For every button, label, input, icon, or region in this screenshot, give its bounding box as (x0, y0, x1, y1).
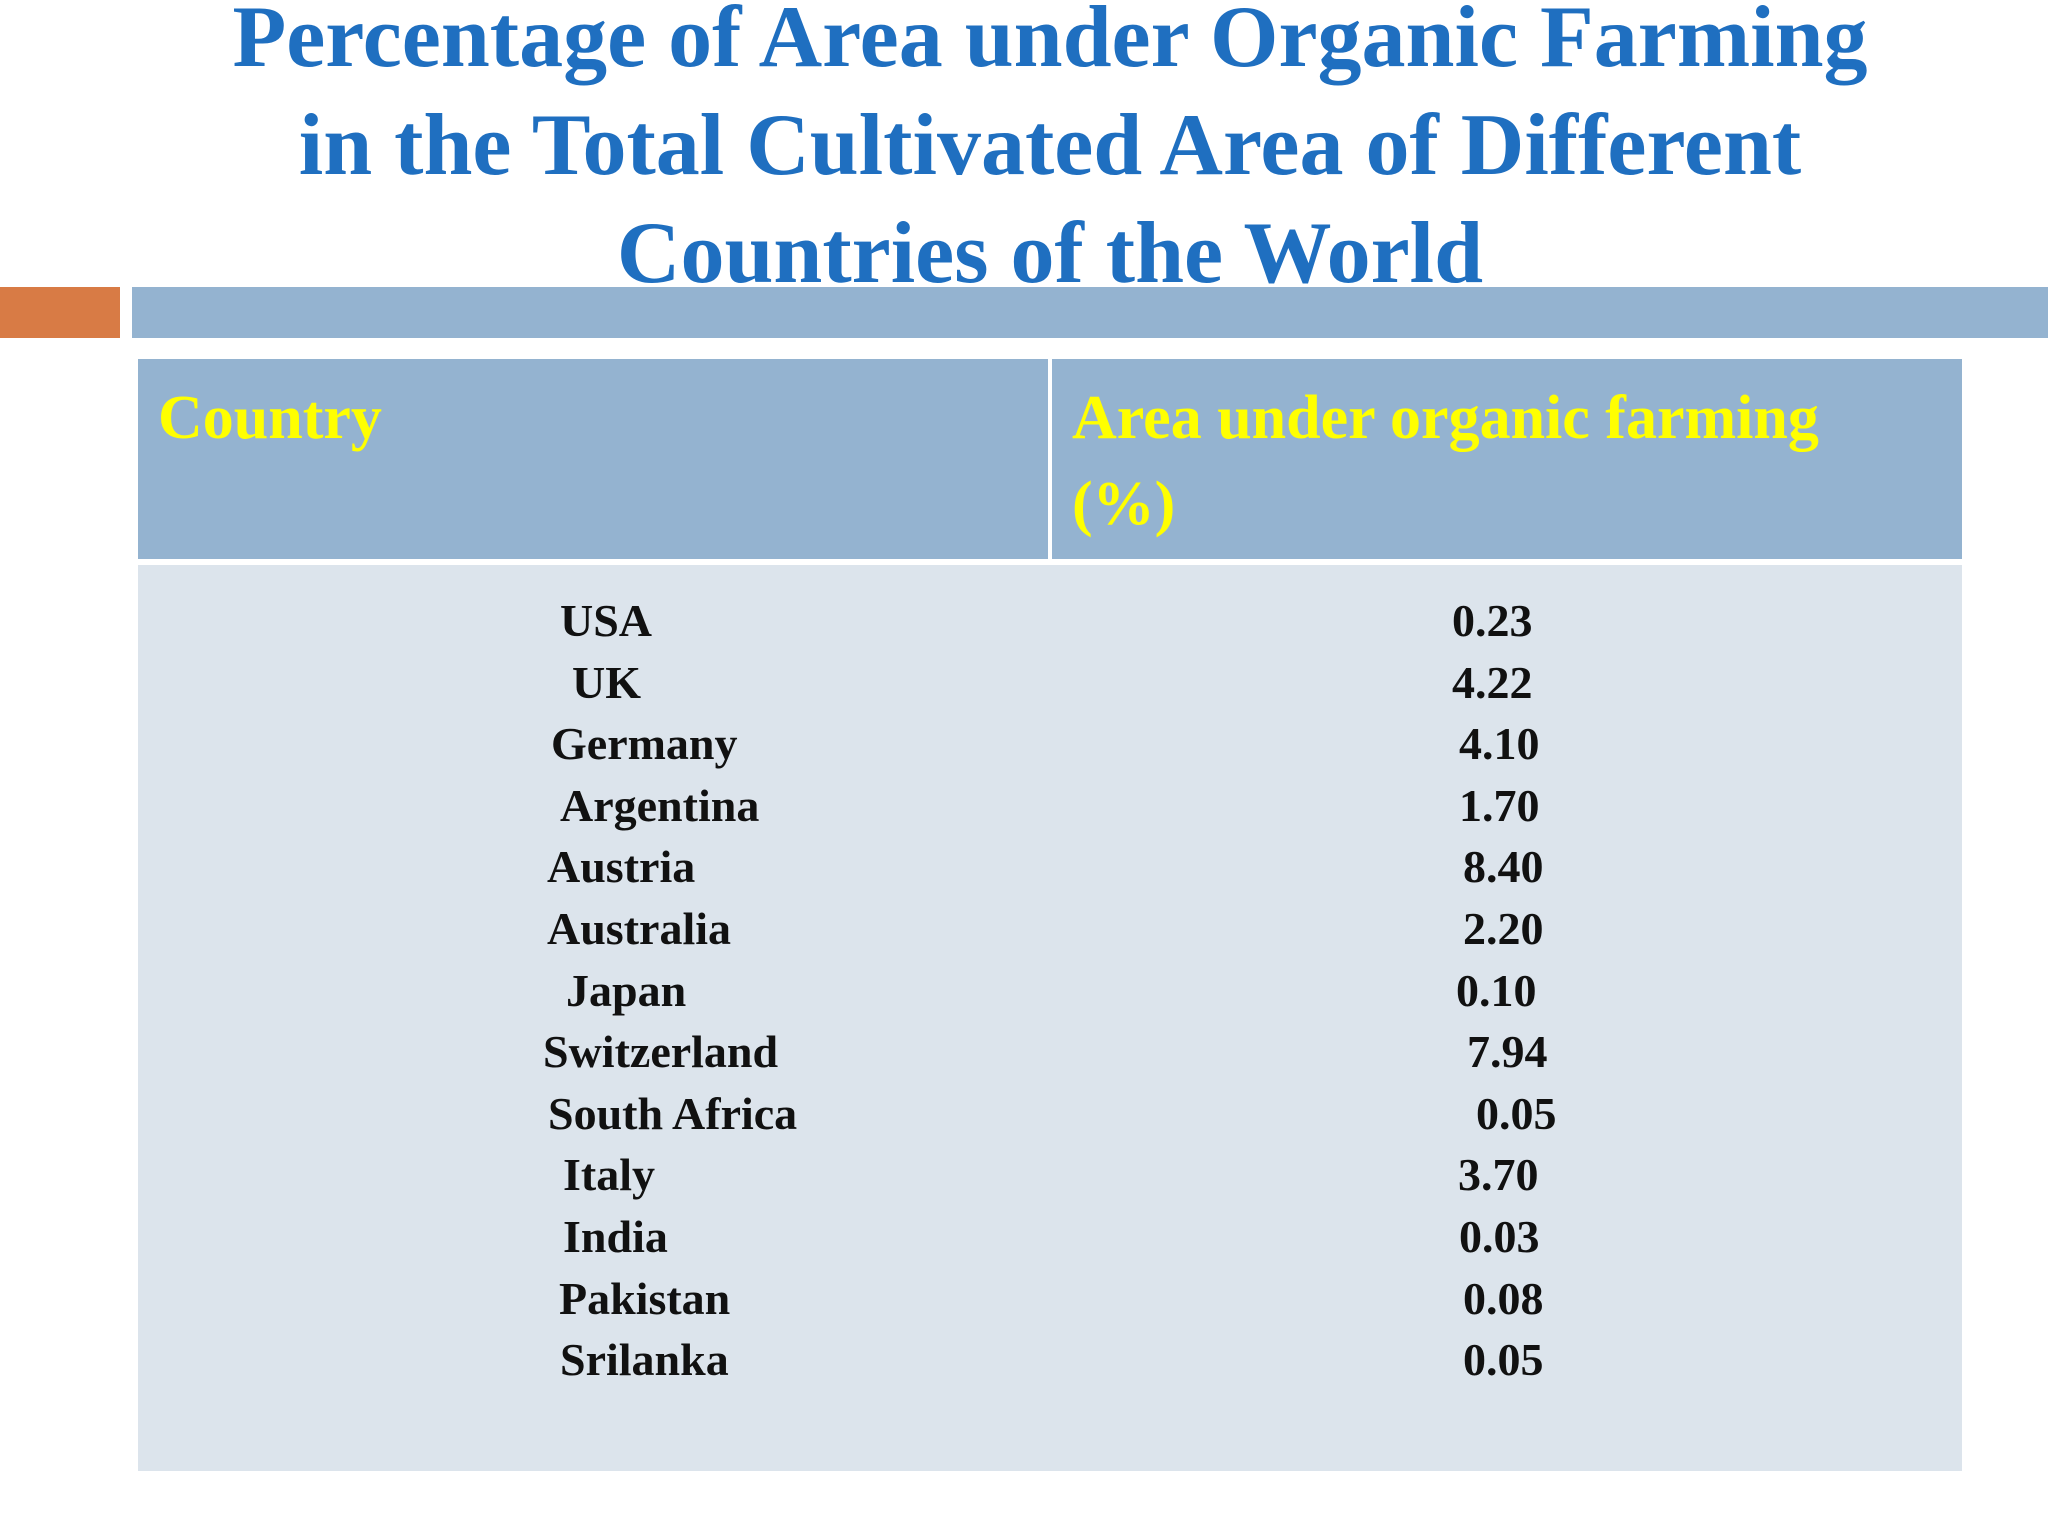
country-cell: Argentina (560, 779, 760, 831)
country-cell: Italy (563, 1149, 655, 1201)
country-cell: Srilanka (560, 1334, 729, 1386)
accent-bar-orange (0, 287, 120, 338)
header-country-label: Country (158, 384, 382, 452)
area-percent-cell: 0.05 (1463, 1334, 1544, 1386)
table-row: Germany 4.10 (138, 713, 1962, 774)
table-row: USA 0.23 (138, 590, 1962, 651)
header-country: Country (138, 359, 1048, 559)
slide-title: Percentage of Area under Organic Farming… (0, 0, 2048, 308)
table-row: Srilanka 0.05 (138, 1329, 1962, 1390)
area-percent-cell: 8.40 (1463, 841, 1544, 893)
country-cell: Switzerland (543, 1026, 779, 1078)
area-percent-cell: 0.23 (1452, 595, 1533, 646)
country-cell: India (563, 1211, 668, 1262)
table-row: Argentina 1.70 (138, 775, 1962, 836)
country-cell: Australia (547, 903, 731, 954)
country-cell: Pakistan (559, 1272, 731, 1324)
area-percent-cell: 3.70 (1458, 1149, 1539, 1201)
table-header: Country Area under organic farming (%) (138, 359, 1962, 559)
table-row: South Africa 0.05 (138, 1083, 1962, 1144)
table-row: UK 4.22 (138, 652, 1962, 713)
table-row: Switzerland 7.94 (138, 1021, 1962, 1082)
table-row: Pakistan 0.08 (138, 1268, 1962, 1329)
header-area: Area under organic farming (%) (1052, 359, 1962, 559)
header-area-label-line2: (%) (1072, 470, 1176, 538)
title-line-2: in the Total Cultivated Area of Differen… (298, 97, 1802, 194)
area-percent-cell: 7.94 (1467, 1026, 1548, 1078)
country-cell: Austria (547, 841, 696, 893)
area-percent-cell: 0.05 (1476, 1087, 1557, 1139)
table-row: Japan 0.10 (138, 960, 1962, 1021)
table-row: Austria 8.40 (138, 836, 1962, 897)
table-row: Italy 3.70 (138, 1144, 1962, 1205)
title-line-1: Percentage of Area under Organic Farming (232, 0, 1868, 86)
organic-farming-table: Country Area under organic farming (%) U… (138, 359, 1962, 1471)
country-cell: USA (560, 595, 653, 646)
title-line-3: Countries of the World (616, 205, 1484, 302)
table-body: USA 0.23 UK 4.22 Germany 4.10 Argentina 1.70 Aus… (138, 565, 1962, 1471)
area-percent-cell: 1.70 (1459, 779, 1540, 831)
area-percent-cell: 0.10 (1456, 964, 1537, 1016)
country-cell: Japan (566, 964, 687, 1016)
header-area-label-line1: Area under organic farming (1072, 384, 1819, 452)
area-percent-cell: 0.08 (1463, 1272, 1544, 1324)
area-percent-cell: 4.10 (1459, 718, 1540, 770)
area-percent-cell: 0.03 (1459, 1211, 1540, 1262)
area-percent-cell: 2.20 (1463, 903, 1544, 954)
table-row: India 0.03 (138, 1206, 1962, 1267)
table-row: Australia 2.20 (138, 898, 1962, 959)
area-percent-cell: 4.22 (1452, 656, 1533, 708)
country-cell: UK (572, 656, 641, 708)
accent-bar-blue (132, 287, 2048, 338)
country-cell: Germany (551, 718, 738, 770)
country-cell: South Africa (548, 1087, 798, 1139)
